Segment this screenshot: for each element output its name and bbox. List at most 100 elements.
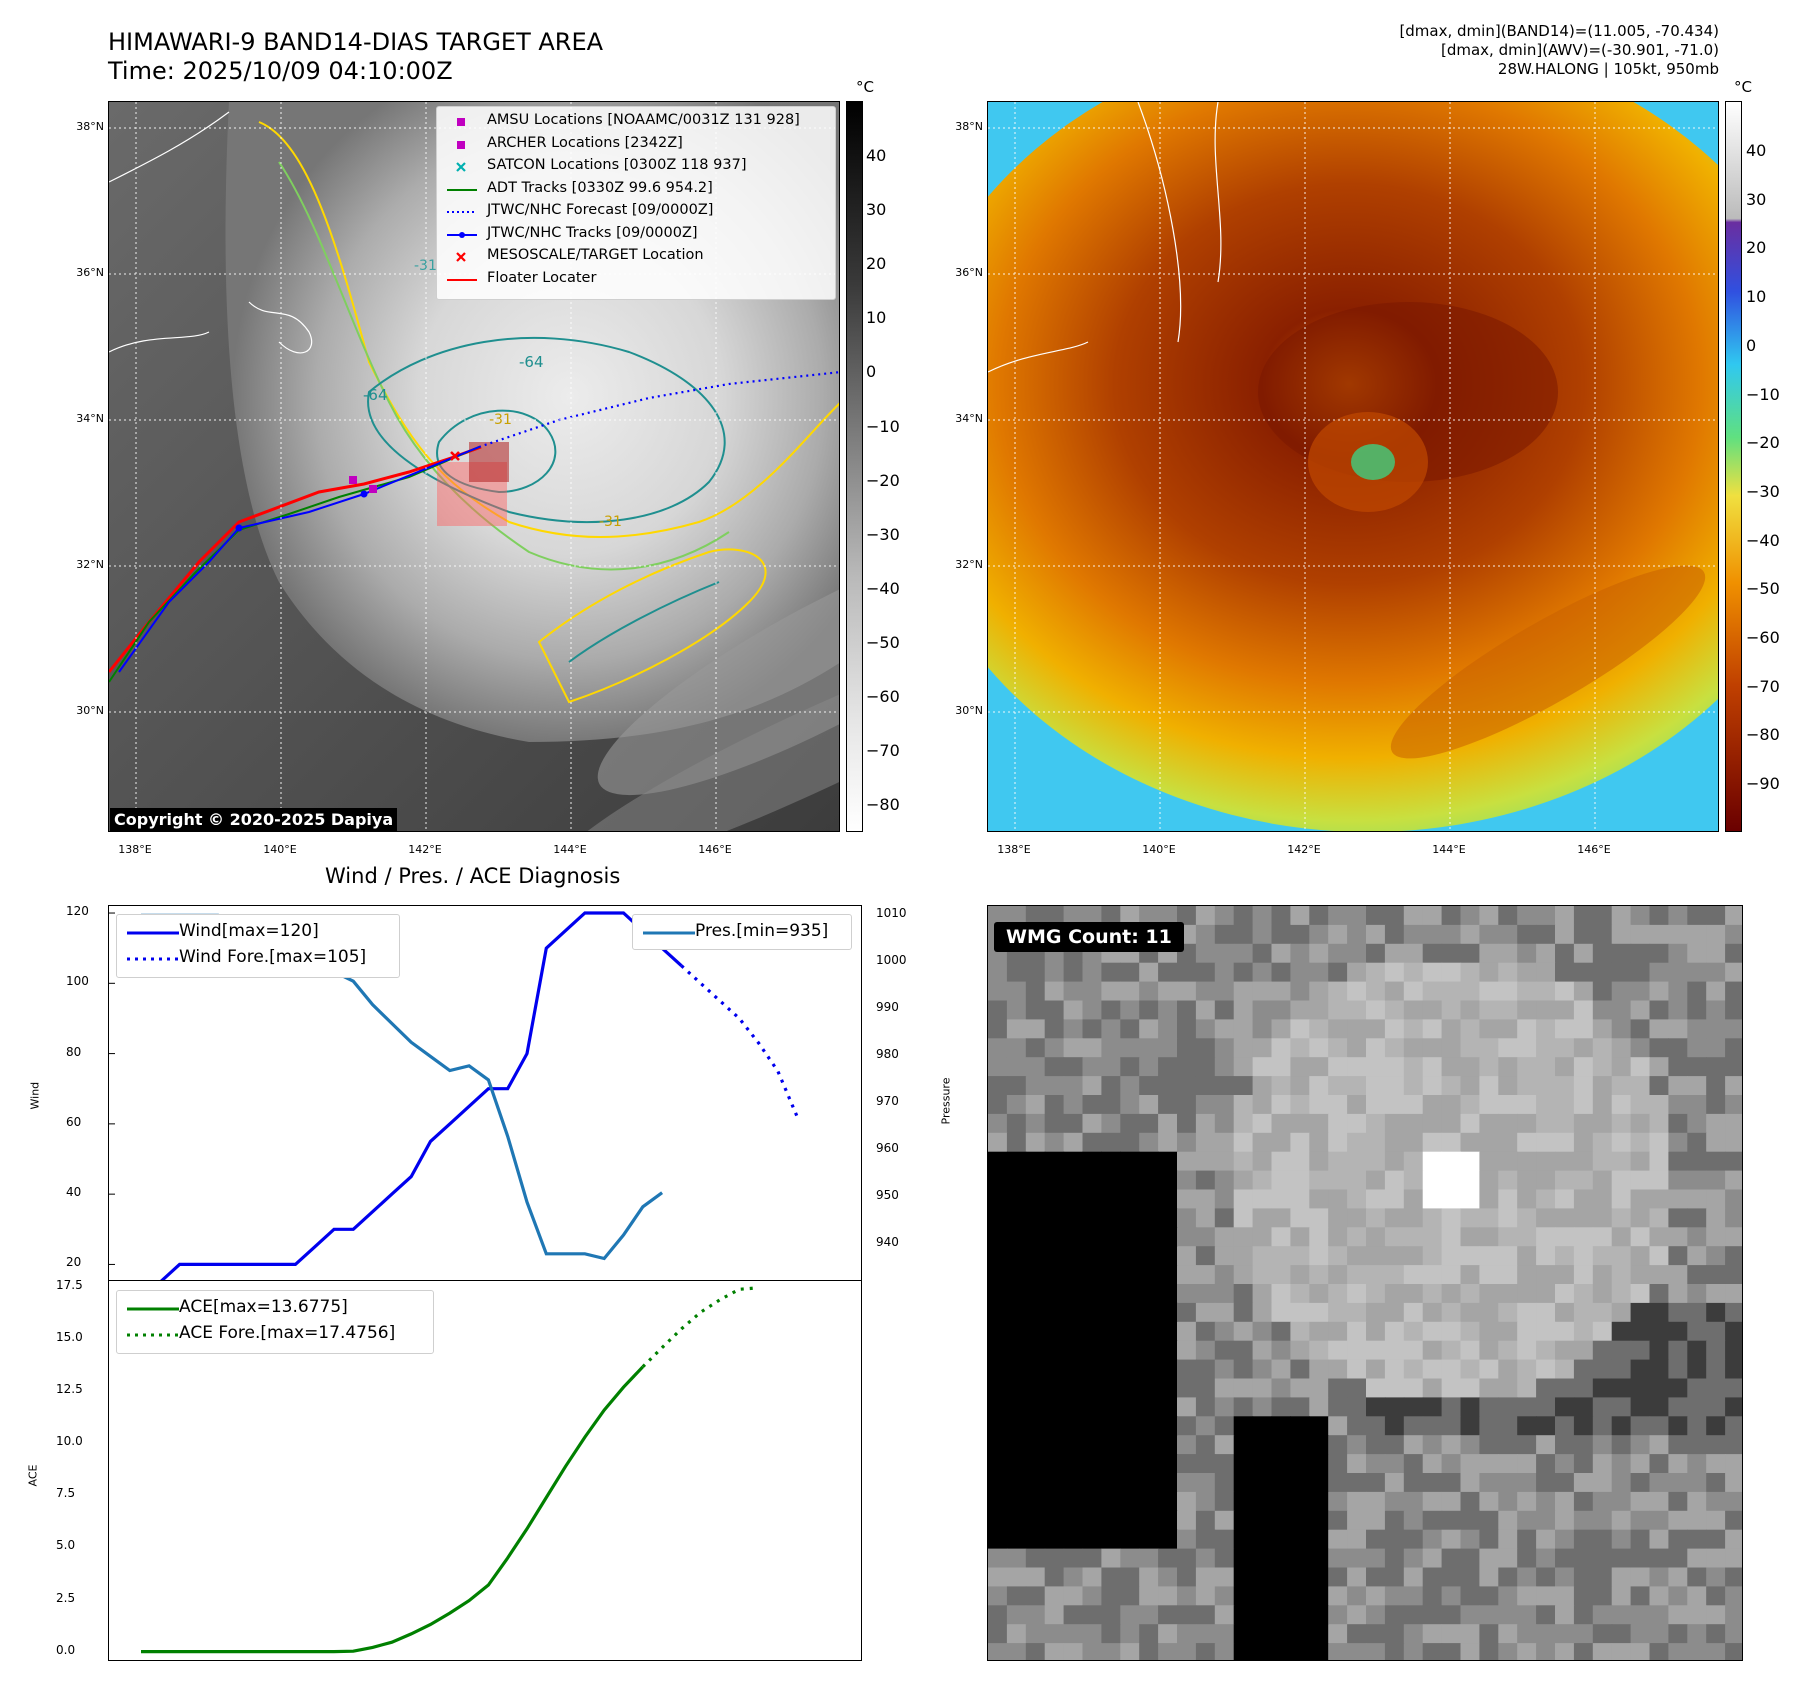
latitude-label: 32°N (955, 558, 983, 571)
legend-item-label: AMSU Locations [NOAAMC/0031Z 131 928] (487, 112, 800, 128)
dotted-marker-icon (447, 211, 477, 213)
legend-item: MESOSCALE/TARGET Location (437, 246, 835, 266)
info-line-1: [dmax, dmin](BAND14)=(11.005, -70.434) (1399, 22, 1719, 40)
ace-tick-label: 5.0 (56, 1538, 76, 1553)
legend-ace-label: ACE[max=13.6775] (179, 1297, 348, 1317)
pressure-legend: Pres.[min=935] (632, 914, 852, 950)
legend-item: JTWC/NHC Tracks [09/0000Z] (437, 224, 835, 244)
wind-tick-label: 40 (66, 1185, 82, 1200)
legend-item-label: SATCON Locations [0300Z 118 937] (487, 157, 747, 173)
latitude-label: 36°N (76, 266, 104, 279)
x-marker-icon (456, 162, 466, 172)
colorbar-tick-label: −10 (1746, 384, 1780, 404)
wind-tick-label: 80 (66, 1044, 82, 1059)
ace-tick-label: 17.5 (56, 1278, 83, 1293)
ace-plot (141, 1286, 759, 1654)
legend-pressure-label: Pres.[min=935] (695, 921, 829, 941)
contour-label: -64 (363, 386, 388, 404)
latitude-label: 38°N (76, 120, 104, 133)
pressure-tick-label: 1000 (876, 953, 907, 968)
longitude-label: 140°E (1142, 843, 1176, 856)
legend-item-label: ARCHER Locations [2342Z] (487, 134, 683, 151)
legend-wind-forecast-label: Wind Fore.[max=105] (179, 947, 367, 967)
wind-legend: Wind[max=120] Wind Fore.[max=105] (116, 914, 400, 978)
ace-tick-label: 10.0 (56, 1434, 83, 1449)
wmg-panel (987, 905, 1743, 1661)
ace-series-line-1 (641, 1286, 759, 1368)
copyright-badge: Copyright © 2020-2025 Dapiya (110, 808, 398, 831)
latitude-label: 38°N (955, 120, 983, 133)
colorbar-tick-label: −80 (866, 795, 900, 815)
wind-tick-label: 20 (66, 1255, 82, 1270)
contour-label: -31 (599, 514, 622, 530)
track-legend: AMSU Locations [NOAAMC/0031Z 131 928] ARC… (436, 106, 836, 300)
square-marker-icon (457, 118, 465, 126)
legend-ace-forecast: ACE Fore.[max=17.4756] (117, 1323, 433, 1347)
longitude-label: 146°E (698, 843, 732, 856)
title-line-2: Time: 2025/10/09 04:10:00Z (108, 57, 453, 85)
colorbar-tick-label: 0 (1746, 335, 1757, 355)
colorbar-tick-label: −60 (1746, 628, 1780, 647)
legend-item: ARCHER Locations [2342Z] (437, 134, 835, 154)
ace-series-line-0 (141, 1365, 644, 1654)
legend-item-label: ADT Tracks [0330Z 99.6 954.2] (487, 179, 713, 196)
pressure-tick-label: 970 (876, 1094, 899, 1109)
colorbar-unit: °C (856, 78, 874, 96)
info-block: [dmax, dmin](BAND14)=(11.005, -70.434) [… (1399, 22, 1719, 79)
legend-wind-forecast: Wind Fore.[max=105] (117, 947, 399, 971)
longitude-label: 146°E (1577, 843, 1611, 856)
colorbar-tick-label: −70 (1746, 676, 1780, 696)
colorbar-tick-label: 30 (1746, 189, 1767, 209)
latitude-label: 30°N (955, 704, 983, 717)
legend-wind-label: Wind[max=120] (179, 921, 319, 941)
colorbar-tick-label: −10 (866, 416, 900, 436)
longitude-label: 144°E (1432, 843, 1466, 856)
pressure-tick-label: 990 (876, 1000, 899, 1015)
pressure-tick-label: 950 (876, 1188, 899, 1203)
series-line-1 (680, 964, 799, 1118)
legend-item: Floater Locater (437, 269, 835, 289)
title-line-1: HIMAWARI-9 BAND14-DIAS TARGET AREA (108, 28, 604, 56)
colorbar-tick-label: 10 (1746, 287, 1767, 307)
info-line-3: 28W.HALONG | 105kt, 950mb (1497, 60, 1719, 78)
latitude-label: 30°N (76, 704, 104, 717)
square-marker-icon (457, 140, 465, 149)
longitude-label: 140°E (263, 843, 297, 856)
legend-item: JTWC/NHC Forecast [09/0000Z] (437, 201, 835, 221)
colorbar-tick-label: −40 (866, 578, 900, 598)
wind-tick-label: 120 (66, 904, 89, 919)
colorbar-tick-label: −50 (1746, 579, 1780, 599)
colorbar-tick-label: 40 (866, 146, 887, 165)
awv-map (987, 101, 1719, 832)
legend-ace-forecast-label: ACE Fore.[max=17.4756] (179, 1323, 396, 1343)
pressure-tick-label: 960 (876, 1141, 899, 1156)
colorbar-tick-label: −90 (1746, 774, 1780, 794)
legend-item-label: MESOSCALE/TARGET Location (487, 247, 704, 263)
colorbar-unit: °C (1734, 78, 1752, 96)
wmg-count-badge: WMG Count: 11 (994, 922, 1184, 952)
awv-image (988, 102, 1718, 831)
colorbar-tick-label: 10 (866, 308, 887, 328)
wind-tick-label: 100 (66, 974, 89, 989)
legend-item-label: JTWC/NHC Forecast [09/0000Z] (487, 202, 714, 218)
ace-axis-label: ACE (26, 1464, 40, 1487)
contour-label: -64 (519, 353, 544, 371)
legend-item-label: Floater Locater (487, 269, 597, 286)
legend-ace: ACE[max=13.6775] (117, 1297, 433, 1321)
colorbar-tick-label: −50 (866, 632, 900, 652)
line-marker-icon (447, 188, 477, 191)
ace-tick-label: 2.5 (56, 1590, 76, 1605)
wind-tick-label: 60 (66, 1114, 82, 1129)
pressure-tick-label: 980 (876, 1047, 899, 1062)
ace-tick-label: 12.5 (56, 1382, 83, 1397)
colorbar-tick-label: −20 (866, 470, 900, 490)
legend-item: SATCON Locations [0300Z 118 937] (437, 156, 835, 176)
legend-wind: Wind[max=120] (117, 921, 399, 945)
pressure-axis-label: Pressure (939, 1077, 953, 1125)
pressure-tick-label: 1010 (876, 906, 907, 921)
figure-title: HIMAWARI-9 BAND14-DIAS TARGET AREA Time:… (108, 28, 603, 86)
legend-pressure: Pres.[min=935] (633, 921, 851, 945)
ace-legend: ACE[max=13.6775] ACE Fore.[max=17.4756] (116, 1290, 434, 1354)
longitude-label: 138°E (118, 843, 152, 856)
line-marker-icon (447, 278, 477, 281)
